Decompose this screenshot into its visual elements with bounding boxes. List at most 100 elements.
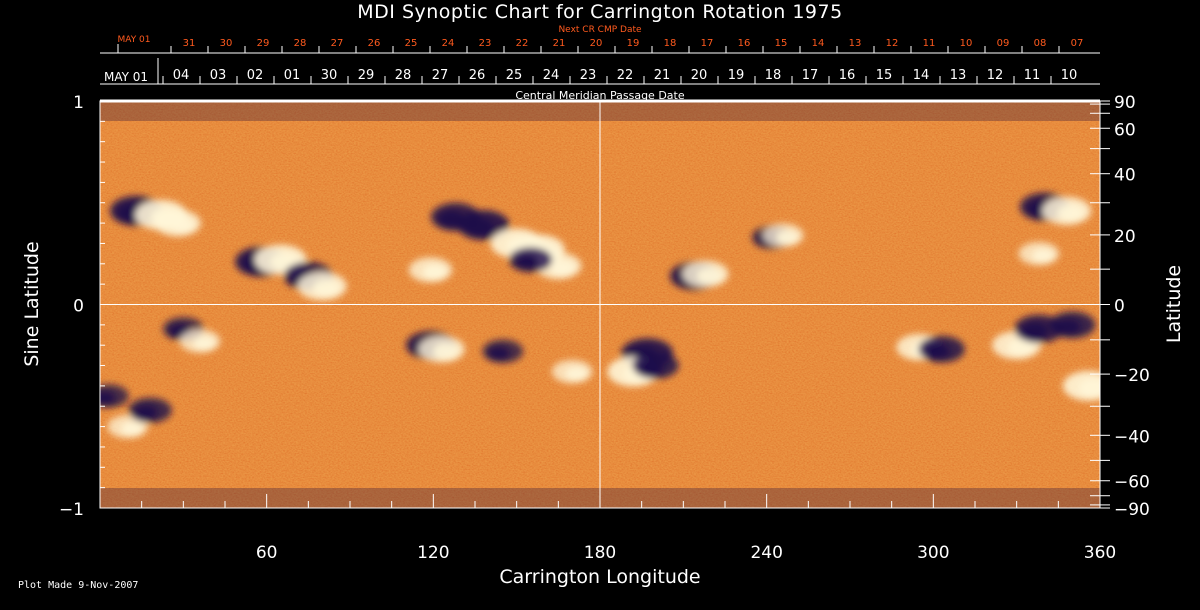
next-cr-date-label: 30 bbox=[220, 38, 233, 49]
active-region-core-negative bbox=[100, 390, 116, 406]
cmp-date-label: 13 bbox=[950, 68, 967, 83]
next-cr-axis-title: Next CR CMP Date bbox=[558, 25, 642, 35]
x-tick-label: 120 bbox=[417, 543, 449, 563]
cmp-date-label: 10 bbox=[1061, 68, 1078, 83]
active-region-core-positive bbox=[549, 259, 576, 276]
right-tick-label: −60 bbox=[1114, 473, 1150, 493]
active-region-core-negative bbox=[134, 404, 158, 420]
next-cr-date-label: 27 bbox=[331, 38, 344, 49]
active-region-core-positive bbox=[1031, 248, 1055, 263]
next-cr-date-label: 11 bbox=[923, 38, 936, 49]
left-tick-label: 0 bbox=[73, 297, 84, 317]
x-tick-label: 60 bbox=[256, 543, 278, 563]
active-region-core-negative bbox=[514, 254, 539, 270]
right-tick-label: 0 bbox=[1114, 297, 1125, 317]
next-cr-date-label: 13 bbox=[849, 38, 862, 49]
next-cr-date-label: 28 bbox=[294, 38, 307, 49]
x-axis-label: Carrington Longitude bbox=[499, 566, 700, 588]
cmp-date-label: 17 bbox=[802, 68, 819, 83]
active-region-core-positive bbox=[696, 267, 723, 285]
next-cr-date-label: 16 bbox=[738, 38, 751, 49]
cmp-date-label: 25 bbox=[506, 68, 523, 83]
left-tick-label: 1 bbox=[73, 93, 84, 113]
next-cr-date-label: 08 bbox=[1034, 38, 1047, 49]
cmp-date-label: 29 bbox=[358, 68, 375, 83]
chart-title: MDI Synoptic Chart for Carrington Rotati… bbox=[357, 1, 843, 23]
cmp-date-label: 16 bbox=[839, 68, 856, 83]
right-tick-label: 40 bbox=[1114, 166, 1136, 186]
cmp-date-label: 22 bbox=[617, 68, 634, 83]
next-cr-date-label: 09 bbox=[997, 38, 1010, 49]
active-region-core-negative bbox=[1055, 318, 1081, 335]
next-cr-date-label: 24 bbox=[442, 38, 455, 49]
cmp-date-label: 11 bbox=[1024, 68, 1041, 83]
x-tick-label: 240 bbox=[750, 543, 782, 563]
active-region-core-negative bbox=[487, 346, 510, 361]
active-region-core-positive bbox=[432, 343, 459, 360]
next-cr-first-label: MAY 01 bbox=[117, 35, 150, 45]
right-tick-label: −40 bbox=[1114, 427, 1150, 447]
cmp-date-label: 19 bbox=[728, 68, 745, 83]
next-cr-date-label: 23 bbox=[479, 38, 492, 49]
active-region-core-positive bbox=[776, 230, 799, 245]
active-region-core-positive bbox=[1057, 204, 1085, 222]
next-cr-date-label: 29 bbox=[257, 38, 270, 49]
cmp-date-label: 28 bbox=[395, 68, 412, 83]
cmp-date-label: 12 bbox=[987, 68, 1004, 83]
cmp-date-label: 14 bbox=[913, 68, 930, 83]
right-tick-label: 90 bbox=[1114, 93, 1136, 113]
next-cr-date-label: 20 bbox=[590, 38, 603, 49]
cmp-axis-title: Central Meridian Passage Date bbox=[515, 89, 684, 102]
next-cr-date-label: 12 bbox=[886, 38, 899, 49]
active-region-core-positive bbox=[192, 336, 216, 351]
right-axis-label: Latitude bbox=[1163, 265, 1185, 343]
cmp-date-label: 27 bbox=[432, 68, 449, 83]
next-cr-date-label: 07 bbox=[1071, 38, 1084, 49]
active-region-core-negative bbox=[1021, 322, 1049, 340]
active-region-core-positive bbox=[422, 264, 447, 280]
next-cr-date-label: 17 bbox=[701, 38, 714, 49]
cmp-date-label: 26 bbox=[469, 68, 486, 83]
cmp-date-label: 15 bbox=[876, 68, 893, 83]
plot-made-note: Plot Made 9-Nov-2007 bbox=[18, 580, 139, 591]
left-tick-label: −1 bbox=[59, 500, 84, 520]
cmp-first-label: MAY 01 bbox=[104, 70, 148, 84]
cmp-date-label: 30 bbox=[321, 68, 338, 83]
next-cr-date-label: 10 bbox=[960, 38, 973, 49]
cmp-date-label: 01 bbox=[284, 68, 301, 83]
cmp-date-label: 24 bbox=[543, 68, 560, 83]
cmp-date-label: 20 bbox=[691, 68, 708, 83]
cmp-date-label: 21 bbox=[654, 68, 671, 83]
cmp-date-label: 18 bbox=[765, 68, 782, 83]
active-region-core-positive bbox=[565, 366, 588, 381]
active-region-core-positive bbox=[120, 421, 143, 436]
next-cr-date-label: 19 bbox=[627, 38, 640, 49]
cmp-date-label: 03 bbox=[210, 68, 227, 83]
next-cr-date-label: 26 bbox=[368, 38, 381, 49]
active-region-core-positive bbox=[1078, 378, 1100, 397]
active-region-core-negative bbox=[924, 343, 951, 360]
next-cr-date-label: 25 bbox=[405, 38, 418, 49]
next-cr-date-label: 18 bbox=[664, 38, 677, 49]
x-tick-label: 360 bbox=[1084, 543, 1116, 563]
next-cr-date-label: 31 bbox=[183, 38, 196, 49]
next-cr-date-label: 22 bbox=[516, 38, 529, 49]
next-cr-date-label: 15 bbox=[775, 38, 788, 49]
active-region-core-negative bbox=[638, 359, 665, 376]
x-tick-label: 300 bbox=[917, 543, 949, 563]
right-tick-label: −90 bbox=[1114, 500, 1150, 520]
x-tick-label: 180 bbox=[584, 543, 616, 563]
right-tick-label: 20 bbox=[1114, 227, 1136, 247]
next-cr-date-label: 14 bbox=[812, 38, 825, 49]
cmp-date-label: 04 bbox=[173, 68, 190, 83]
cmp-date-label: 23 bbox=[580, 68, 597, 83]
active-region-core-negative bbox=[465, 218, 494, 237]
left-axis-label: Sine Latitude bbox=[21, 241, 43, 366]
cmp-date-label: 02 bbox=[247, 68, 264, 83]
right-tick-label: −20 bbox=[1114, 366, 1150, 386]
active-region-core-positive bbox=[1007, 338, 1035, 356]
active-region-core-positive bbox=[169, 217, 195, 234]
active-region-core-positive bbox=[312, 279, 340, 297]
